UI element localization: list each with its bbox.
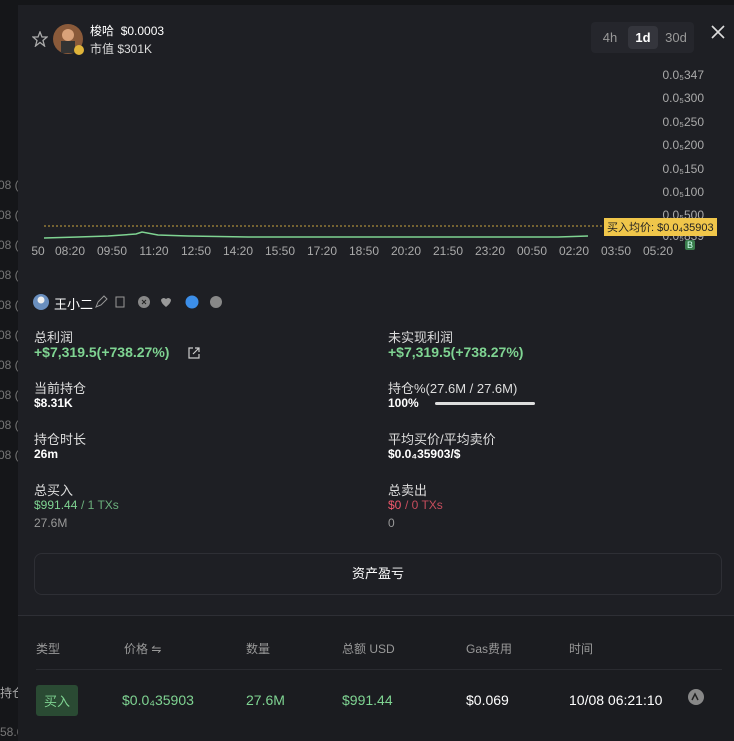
- stat-quantity: 27.6M: [34, 516, 68, 530]
- bg-row-label: 08 (: [0, 208, 19, 222]
- stat-value: 26m: [34, 447, 59, 461]
- x-axis-label: 23:20: [474, 244, 506, 258]
- token-name: 梭哈: [90, 24, 115, 38]
- timeframe-option[interactable]: 4h: [602, 30, 618, 45]
- bg-label: 58.6: [0, 725, 24, 739]
- bg-row-label: 08 (: [0, 448, 19, 462]
- user-avatar: [33, 294, 49, 310]
- x-axis-label: 18:50: [348, 244, 380, 258]
- y-axis-label: 0.0₅150: [662, 162, 704, 176]
- stat-txs: / 0 TXs: [405, 498, 443, 512]
- x-axis-label: 15:50: [264, 244, 296, 258]
- price-chart: 0.0₅347 0.0₅300 0.0₅250 0.0₅200 0.0₅150 0.0₅1…: [18, 65, 734, 265]
- x-axis-label: 20:20: [390, 244, 422, 258]
- user-name: 王小二: [54, 297, 94, 312]
- buy-marker: B: [685, 240, 696, 250]
- divider: [36, 669, 722, 670]
- trade-table: 类型 价格 ⇋ 数量 总额 USD Gas费用 时间买入 $0.0₄35903 27.6M $9…: [18, 615, 734, 741]
- table-cell: $0.069: [466, 692, 509, 708]
- x-axis-label: 12:50: [180, 244, 212, 258]
- close-button[interactable]: [710, 24, 726, 40]
- y-axis-label: 0.0₅347: [662, 68, 704, 82]
- position-modal: 梭哈 $0.0003 市值 $301K 4h 1d 30d 0.0₅347 0.0₅3…: [18, 5, 734, 741]
- token-avatar: [53, 24, 84, 55]
- column-header: 数量: [246, 642, 271, 656]
- x-axis-label: 05:20: [642, 244, 674, 258]
- x-axis-label: 14:20: [222, 244, 254, 258]
- trade-type: 买入: [36, 685, 79, 716]
- avg-buy-badge: 买入均价: $0.0₄35903: [604, 218, 717, 236]
- pnl-button[interactable]: 资产盈亏: [34, 553, 722, 595]
- timeframe-toggle: 4h 1d 30d: [591, 22, 694, 53]
- column-header: Gas费用: [466, 642, 513, 656]
- stat-label: 总利润: [34, 330, 74, 345]
- x-axis-label: 02:20: [558, 244, 590, 258]
- table-cell: 27.6M: [246, 692, 285, 708]
- timeframe-option[interactable]: 30d: [665, 30, 687, 45]
- table-cell: $991.44: [342, 692, 393, 708]
- token-price: $0.0003: [120, 24, 165, 38]
- table-cell: 10/08 06:21:10: [569, 692, 663, 708]
- stat-label: 持仓%(27.6M / 27.6M): [388, 381, 518, 396]
- column-header: 类型: [36, 642, 61, 656]
- x-axis-label: 21:50: [432, 244, 464, 258]
- bg-row-label: 08 (: [0, 298, 19, 312]
- stat-label: 总卖出: [388, 483, 428, 498]
- x-axis-label: 00:50: [516, 244, 548, 258]
- bg-row-label: 08 (: [0, 268, 19, 282]
- y-axis-label: 0.0₅100: [662, 185, 704, 199]
- stat-label: 持仓时长: [34, 432, 87, 447]
- stat-amount: $0: [388, 498, 402, 512]
- stat-label: 平均买价/平均卖价: [388, 432, 496, 447]
- x-axis-label: 11:20: [139, 244, 169, 258]
- x-axis-label: 17:20: [306, 244, 338, 258]
- progress-bar: [435, 402, 535, 405]
- column-header: 价格 ⇋: [124, 642, 162, 656]
- x-axis-label: 09:50: [96, 244, 128, 258]
- stat-amount: $991.44: [34, 498, 78, 512]
- x-axis-label: 50: [31, 244, 45, 258]
- bg-row-label: 08 (: [0, 178, 19, 192]
- stat-label: 总买入: [34, 483, 74, 498]
- column-header: 时间: [569, 642, 594, 656]
- bg-row-label: 08 (: [0, 238, 19, 252]
- bg-row-label: 08 (: [0, 418, 19, 432]
- token-name: 梭哈 $0.0003: [90, 22, 164, 39]
- timeframe-option[interactable]: 1d: [628, 26, 658, 49]
- external-link[interactable]: [187, 346, 201, 360]
- market-cap: 市值 $301K: [90, 42, 153, 56]
- user-icons[interactable]: [94, 294, 224, 310]
- chart-canvas: [43, 225, 604, 239]
- y-axis-label: 0.0₅300: [662, 91, 704, 105]
- table-cell: $0.0₄35903: [122, 692, 194, 708]
- y-axis-label: 0.0₅200: [662, 138, 704, 152]
- stat-label: 当前持仓: [34, 381, 87, 396]
- row-icon[interactable]: [687, 688, 705, 706]
- bg-row-label: 08 (: [0, 388, 19, 402]
- x-axis-label: 08:20: [54, 244, 86, 258]
- column-header: 总额 USD: [342, 642, 395, 656]
- stat-quantity: 0: [388, 516, 395, 530]
- favorite-star[interactable]: [32, 31, 48, 47]
- stat-txs: / 1 TXs: [81, 498, 119, 512]
- y-axis-label: 0.0₅250: [662, 115, 704, 129]
- stat-value: +$7,319.5(+738.27%): [34, 344, 170, 360]
- stat-value: $0.0₄35903/$: [388, 447, 461, 461]
- stat-label: 未实现利润: [388, 330, 454, 345]
- bg-row-label: 08 (: [0, 358, 19, 372]
- bg-row-label: 08 (: [0, 328, 19, 342]
- stat-value: $8.31K: [34, 396, 73, 410]
- stat-value: +$7,319.5(+738.27%): [388, 344, 524, 360]
- stat-value: 100%: [388, 396, 419, 410]
- x-axis-label: 03:50: [600, 244, 632, 258]
